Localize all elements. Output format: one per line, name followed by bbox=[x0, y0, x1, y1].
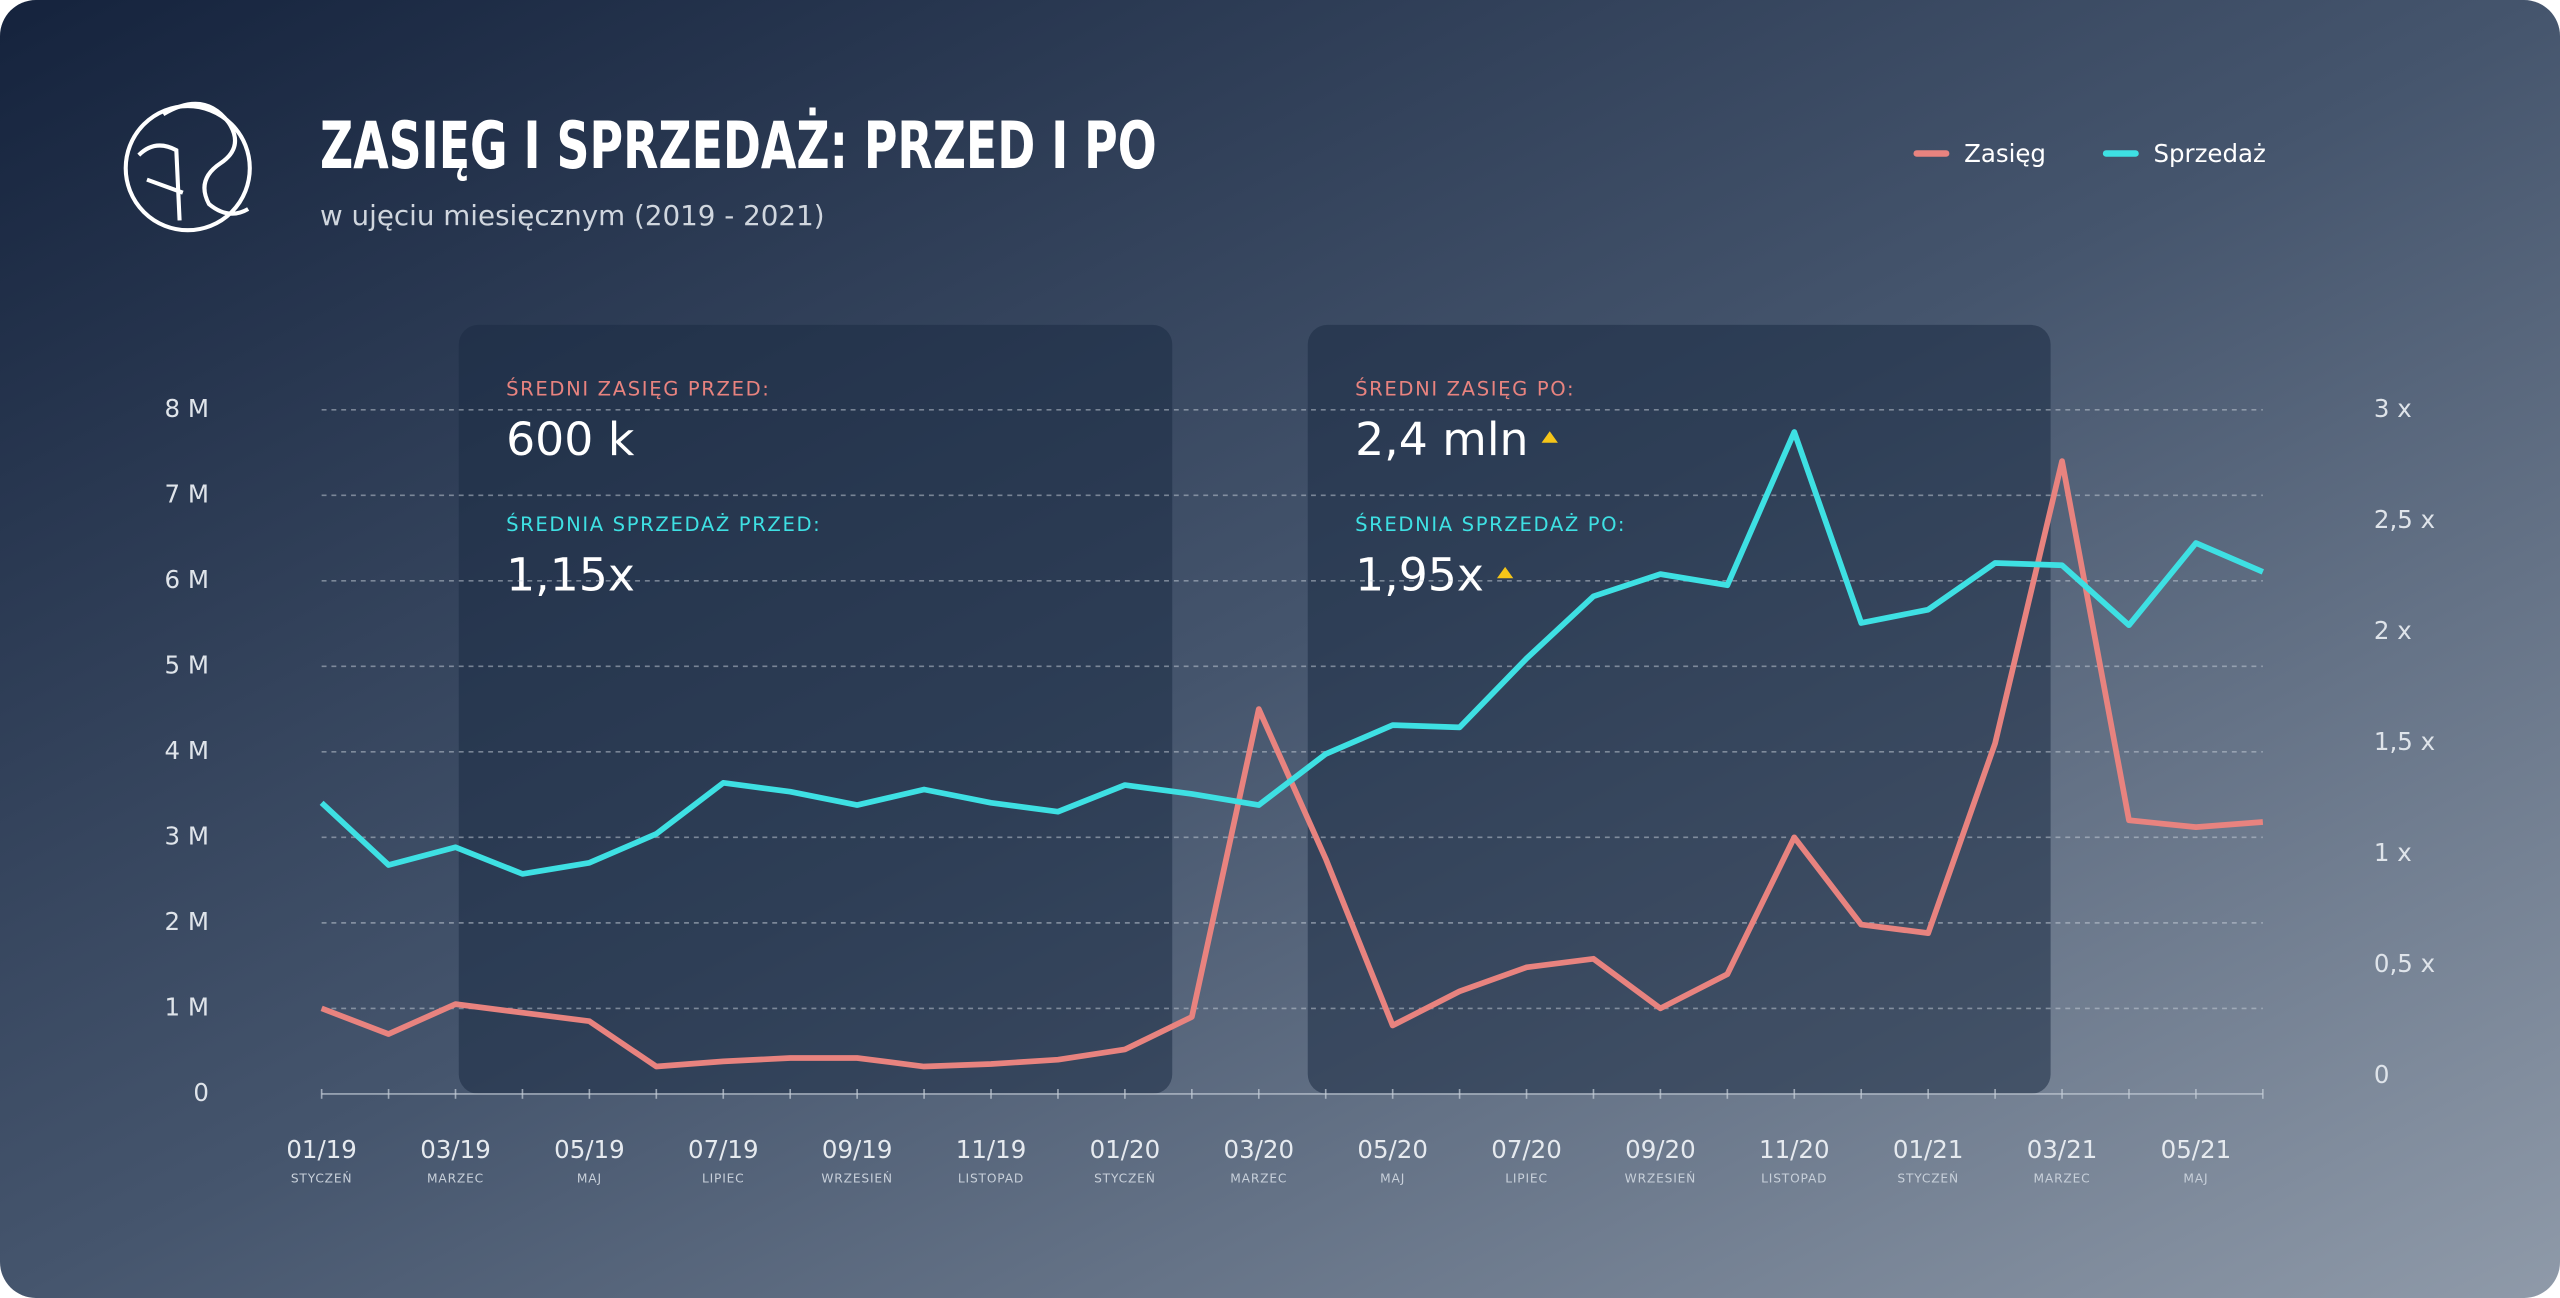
x-tick-label: 11/19 bbox=[956, 1135, 1027, 1164]
x-tick-sublabel: WRZESIEŃ bbox=[1625, 1170, 1697, 1185]
x-tick-sublabel: MARZEC bbox=[1230, 1171, 1287, 1185]
panel-before bbox=[458, 324, 1173, 1094]
x-tick-label: 09/20 bbox=[1625, 1135, 1696, 1164]
y-tick-label: 3 x bbox=[2374, 394, 2412, 423]
y-tick-label: 2 M bbox=[165, 907, 209, 936]
x-tick-sublabel: STYCZEŃ bbox=[1094, 1170, 1156, 1185]
up-arrow bbox=[1496, 566, 1514, 579]
panel-value: 2,4 mln bbox=[1355, 413, 1528, 466]
y-tick-label: 2,5 x bbox=[2374, 505, 2435, 534]
panel-value: 1,15x bbox=[506, 548, 635, 601]
y-tick-label: 5 M bbox=[165, 650, 209, 679]
legend-label: Zasięg bbox=[1964, 139, 2046, 168]
x-tick-sublabel: LIPIEC bbox=[1505, 1171, 1548, 1185]
x-tick-label: 07/20 bbox=[1491, 1135, 1562, 1164]
x-tick-sublabel: MAJ bbox=[2183, 1171, 2208, 1185]
line-series bbox=[319, 429, 2264, 877]
logo bbox=[123, 101, 252, 233]
panel-label: ŚREDNI ZASIĘG PO: bbox=[1355, 377, 1575, 401]
x-tick-label: 09/19 bbox=[822, 1135, 893, 1164]
x-tick-sublabel: LISTOPAD bbox=[958, 1171, 1024, 1185]
y-tick-label: 6 M bbox=[165, 565, 209, 594]
y-tick-label: 0,5 x bbox=[2374, 949, 2435, 978]
y-tick-label: 1 M bbox=[165, 992, 209, 1021]
x-tick-label: 03/20 bbox=[1224, 1135, 1295, 1164]
panel-after bbox=[1307, 324, 2051, 1094]
x-tick-sublabel: MAJ bbox=[577, 1171, 602, 1185]
x-tick-label: 05/20 bbox=[1357, 1135, 1428, 1164]
x-tick-label: 01/20 bbox=[1090, 1135, 1161, 1164]
y-tick-label: 0 bbox=[193, 1078, 209, 1107]
x-tick-sublabel: STYCZEŃ bbox=[291, 1170, 353, 1185]
y-tick-label: 8 M bbox=[165, 394, 209, 423]
x-tick-sublabel: LIPIEC bbox=[702, 1171, 745, 1185]
panel-label: ŚREDNI ZASIĘG PRZED: bbox=[506, 377, 770, 401]
up-arrow bbox=[1541, 431, 1558, 443]
panel-value: 1,95x bbox=[1355, 548, 1484, 601]
panel-value: 600 k bbox=[506, 413, 635, 466]
x-tick-label: 03/19 bbox=[420, 1135, 491, 1164]
x-tick-label: 01/21 bbox=[1893, 1135, 1964, 1164]
y-tick-label: 3 M bbox=[165, 821, 209, 850]
x-tick-label: 05/19 bbox=[554, 1135, 625, 1164]
x-tick-sublabel: MAJ bbox=[1380, 1171, 1405, 1185]
x-tick-sublabel: STYCZEŃ bbox=[1897, 1170, 1959, 1185]
x-tick-label: 07/19 bbox=[688, 1135, 759, 1164]
y-tick-label: 7 M bbox=[165, 479, 209, 508]
x-tick-label: 01/19 bbox=[286, 1135, 357, 1164]
y-tick-label: 1,5 x bbox=[2374, 727, 2435, 756]
y-tick-label: 4 M bbox=[165, 736, 209, 765]
subtitle: w ujęciu miesięcznym (2019 - 2021) bbox=[320, 199, 825, 232]
x-tick-sublabel: MARZEC bbox=[427, 1171, 484, 1185]
x-tick-label: 11/20 bbox=[1759, 1135, 1830, 1164]
x-tick-label: 05/21 bbox=[2161, 1135, 2232, 1164]
y-tick-label: 1 x bbox=[2374, 838, 2412, 867]
panel-label: ŚREDNIA SPRZEDAŻ PO: bbox=[1355, 512, 1626, 536]
y-tick-label: 2 x bbox=[2374, 616, 2412, 645]
y-tick-label: 0 bbox=[2374, 1060, 2390, 1089]
panel-label: ŚREDNIA SPRZEDAŻ PRZED: bbox=[506, 512, 821, 536]
x-tick-sublabel: WRZESIEŃ bbox=[821, 1170, 893, 1185]
line-series bbox=[320, 458, 2264, 1070]
title: ZASIĘG I SPRZEDAŻ: PRZED I PO bbox=[320, 107, 1157, 184]
x-tick-label: 03/21 bbox=[2027, 1135, 2098, 1164]
x-tick-sublabel: LISTOPAD bbox=[1761, 1171, 1827, 1185]
legend-label: Sprzedaż bbox=[2153, 139, 2265, 168]
x-tick-sublabel: MARZEC bbox=[2034, 1171, 2091, 1185]
